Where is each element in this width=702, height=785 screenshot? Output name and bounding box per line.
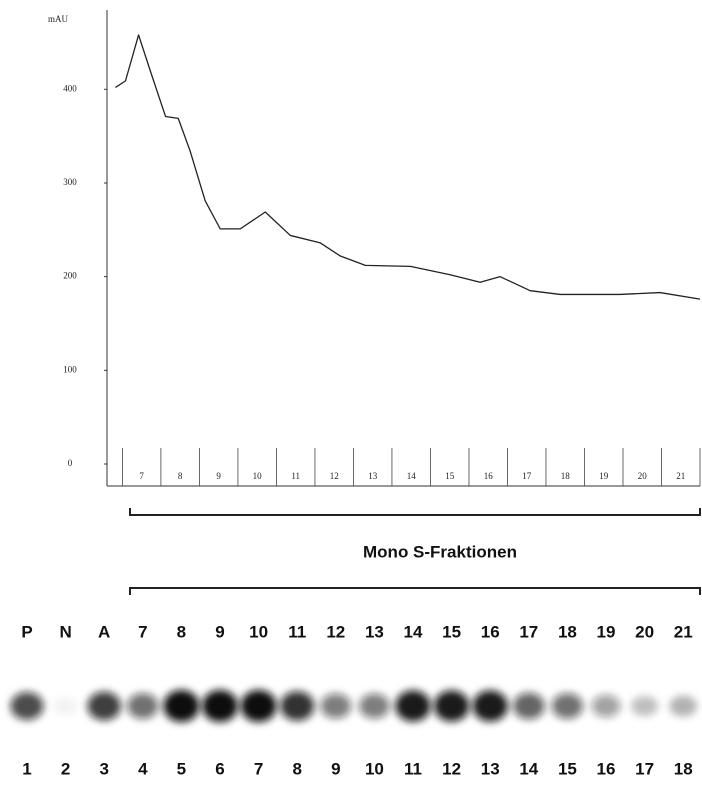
y-tick-label: 200: [63, 271, 77, 281]
y-tick-label: 0: [68, 458, 73, 468]
band: [87, 692, 121, 721]
lane-label: 8: [177, 622, 186, 641]
fraction-label: 9: [216, 471, 221, 481]
y-tick-label: 300: [63, 177, 77, 187]
lane-number: 8: [292, 759, 301, 778]
fraction-label: 15: [445, 471, 455, 481]
lane-label: 11: [288, 622, 306, 641]
lane-label: 10: [249, 622, 268, 641]
band: [202, 690, 238, 722]
fraction-label: 10: [253, 471, 263, 481]
lane-number: 1: [22, 759, 31, 778]
fraction-label: 17: [522, 471, 532, 481]
band: [280, 691, 314, 721]
lane-number: 5: [177, 759, 186, 778]
band: [11, 692, 44, 720]
band: [163, 690, 199, 722]
band: [395, 690, 430, 721]
band: [513, 693, 545, 719]
fraction-label: 21: [676, 471, 685, 481]
fraction-label: 8: [178, 471, 183, 481]
lane-number: 13: [481, 759, 500, 778]
lane-label: 20: [635, 622, 654, 641]
band: [127, 693, 158, 719]
fraction-label: 14: [407, 471, 417, 481]
lane-label: P: [21, 622, 32, 641]
lane-label: A: [98, 622, 110, 641]
lane-label: 17: [519, 622, 538, 641]
line: [115, 35, 700, 299]
y-tick-label: 100: [63, 364, 77, 374]
fraction-label: 20: [638, 471, 648, 481]
band: [669, 696, 697, 717]
lane-number: 18: [674, 759, 693, 778]
fraction-label: 11: [291, 471, 300, 481]
y-axis-label: mAU: [48, 14, 69, 24]
band: [434, 690, 469, 721]
lane-label: 21: [674, 622, 693, 641]
band: [473, 690, 508, 721]
lane-number: 14: [519, 759, 538, 778]
figure: mAU Mono S-Fraktionen 0 100 200 300 400 7 8 9 10…: [0, 0, 702, 780]
lane-label: 18: [558, 622, 577, 641]
band: [592, 695, 621, 717]
lane-number: 10: [365, 759, 384, 778]
band: [631, 696, 658, 716]
fraction-label: 12: [330, 471, 339, 481]
bracket: [130, 508, 700, 515]
lane-label: 9: [215, 622, 224, 641]
band: [552, 693, 583, 719]
lane-label: N: [59, 622, 71, 641]
band: [321, 694, 352, 719]
lane-number: 12: [442, 759, 461, 778]
lane-number: 17: [635, 759, 654, 778]
lane-label: 12: [326, 622, 345, 641]
fraction-label: 19: [599, 471, 609, 481]
lane-number: 7: [254, 759, 263, 778]
lane-label: 13: [365, 622, 384, 641]
lane-number: 2: [61, 759, 70, 778]
fraction-label: 16: [484, 471, 494, 481]
lane-number: 15: [558, 759, 577, 778]
band: [241, 690, 277, 722]
lane-number: 16: [597, 759, 616, 778]
fraction-label: 7: [139, 471, 144, 481]
bracket: [130, 588, 700, 595]
lane-number: 11: [404, 759, 422, 778]
lane-label: 16: [481, 622, 500, 641]
bracket-label: Mono S-Fraktionen: [363, 542, 517, 561]
fraction-label: 13: [368, 471, 378, 481]
lane-number: 3: [99, 759, 108, 778]
lane-label: 14: [404, 622, 423, 641]
lane-label: 19: [597, 622, 616, 641]
y-tick-label: 400: [63, 83, 77, 93]
lane-label: 15: [442, 622, 461, 641]
lane-label: 7: [138, 622, 147, 641]
lane-number: 6: [215, 759, 224, 778]
fraction-label: 18: [561, 471, 571, 481]
band: [359, 694, 390, 719]
lane-number: 9: [331, 759, 340, 778]
band: [53, 698, 78, 715]
lane-number: 4: [138, 759, 148, 778]
